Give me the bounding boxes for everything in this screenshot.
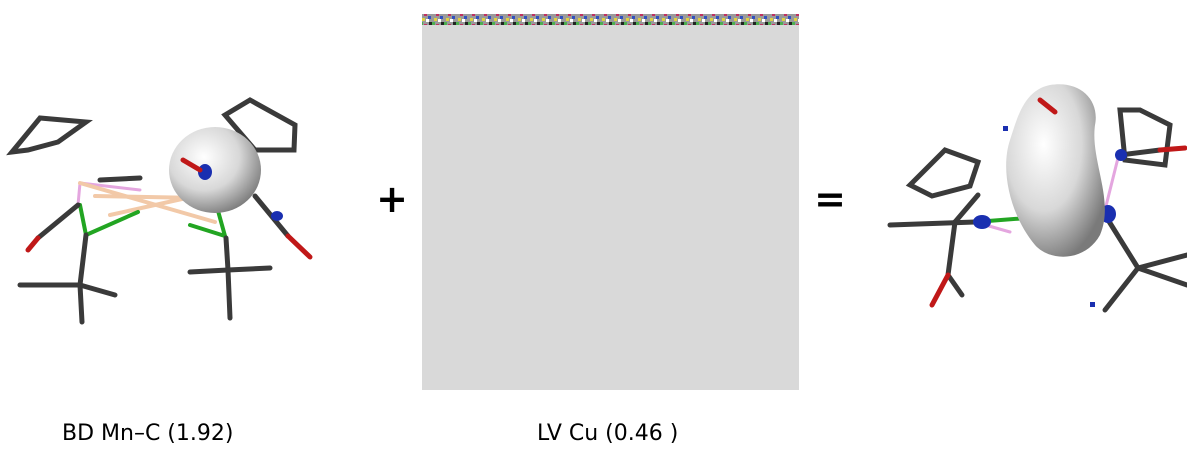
molecule-middle xyxy=(422,14,799,390)
operator-equals: = xyxy=(814,177,846,221)
figure: + = BD Mn–C (1.92) LV Cu (0.46 ) xyxy=(0,0,1187,468)
label-middle: LV Cu (0.46 ) xyxy=(537,421,678,446)
operator-plus: + xyxy=(376,177,408,221)
label-left: BD Mn–C (1.92) xyxy=(62,421,233,446)
page: + = BD Mn–C (1.92) LV Cu (0.46 ) (() => xyxy=(0,0,1187,468)
molecule-right xyxy=(890,84,1187,310)
molecule-left xyxy=(12,100,310,322)
